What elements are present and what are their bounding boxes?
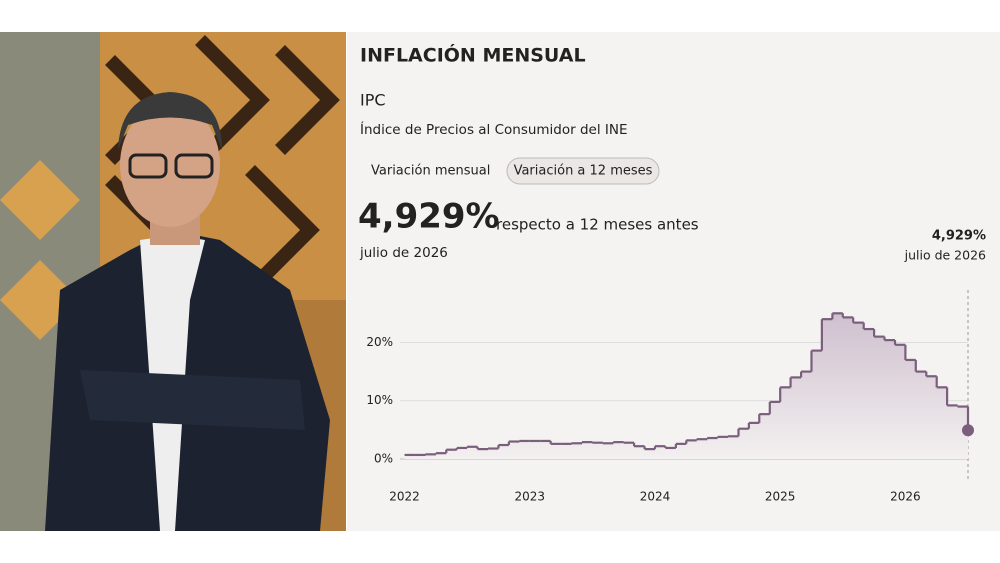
plot: 0% 10% 20% 2022 2023 2024 2025 2026: [366, 290, 974, 504]
arms: [80, 370, 305, 430]
tab[interactable]: Variación a 12 meses: [514, 164, 653, 179]
y-tick-label: 10%: [366, 393, 393, 407]
x-tick-label: 2026: [890, 490, 921, 504]
tab-active[interactable]: [506, 157, 660, 185]
source: Índice de Precios al Consumidor del INE: [360, 121, 628, 138]
x-tick-label: 2024: [640, 490, 671, 504]
y-tick-label: 20%: [366, 335, 393, 349]
title: INFLACIÓN MENSUAL: [360, 43, 586, 67]
y-tick-label: 0%: [374, 452, 393, 466]
subtitle: IPC: [360, 91, 386, 110]
headline-text: respecto a 12 meses antes: [496, 216, 699, 234]
hair: [118, 92, 222, 150]
x-tick-label: 2023: [514, 490, 545, 504]
glasses: [174, 153, 214, 179]
tab[interactable]: Variación mensual: [371, 164, 490, 179]
x-tick-label: 2022: [389, 490, 420, 504]
end-label: 4,929%: [932, 229, 986, 244]
headline-date: julio de 2026: [359, 245, 448, 261]
end-point: [962, 424, 974, 437]
photo: [0, 32, 346, 531]
glasses: [128, 153, 168, 179]
area-fill: [404, 313, 968, 460]
end-date: julio de 2026: [904, 248, 986, 263]
headline-value: 4,929%: [358, 197, 500, 237]
face: [120, 103, 220, 227]
x-tick-label: 2025: [765, 490, 796, 504]
